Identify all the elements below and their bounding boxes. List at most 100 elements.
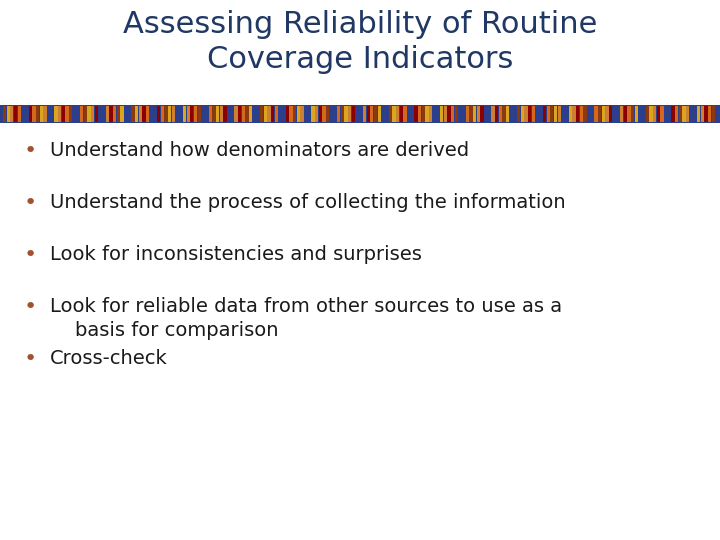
Bar <box>0 105 720 123</box>
Bar <box>94 106 98 122</box>
Bar <box>543 106 546 122</box>
Bar <box>209 106 212 122</box>
Bar <box>466 106 469 122</box>
Bar <box>17 106 21 122</box>
Bar <box>554 106 557 122</box>
Bar <box>143 106 145 122</box>
Bar <box>649 106 652 122</box>
Bar <box>66 106 68 122</box>
Bar <box>249 106 252 122</box>
Bar <box>697 106 701 122</box>
Bar <box>84 106 87 122</box>
Bar <box>569 106 572 122</box>
Bar <box>546 106 550 122</box>
Bar <box>657 106 660 122</box>
Bar <box>326 106 330 122</box>
Bar <box>212 106 215 122</box>
Bar <box>704 106 708 122</box>
Bar <box>3 106 6 122</box>
Bar <box>286 106 289 122</box>
Bar <box>454 106 458 122</box>
Bar <box>106 106 109 122</box>
Bar <box>14 106 17 122</box>
Bar <box>440 106 444 122</box>
Bar <box>120 106 124 122</box>
Bar <box>426 106 428 122</box>
Bar <box>602 106 605 122</box>
Bar <box>451 106 454 122</box>
Text: Cross-check: Cross-check <box>50 349 168 368</box>
Bar <box>43 106 47 122</box>
Bar <box>557 106 561 122</box>
Bar <box>447 106 451 122</box>
Bar <box>54 106 58 122</box>
Text: Look for reliable data from other sources to use as a
    basis for comparison: Look for reliable data from other source… <box>50 297 562 340</box>
Bar <box>580 106 583 122</box>
Bar <box>576 106 579 122</box>
Bar <box>550 106 554 122</box>
Bar <box>62 106 65 122</box>
Bar <box>503 106 505 122</box>
Bar <box>146 106 150 122</box>
Bar <box>32 106 35 122</box>
Bar <box>238 106 241 122</box>
Text: •: • <box>23 245 37 265</box>
Bar <box>594 106 598 122</box>
Bar <box>495 106 498 122</box>
Bar <box>429 106 432 122</box>
Bar <box>469 106 472 122</box>
Bar <box>348 106 351 122</box>
Bar <box>40 106 43 122</box>
Bar <box>679 106 682 122</box>
Bar <box>606 106 608 122</box>
Bar <box>400 106 403 122</box>
Bar <box>477 106 480 122</box>
Bar <box>216 106 219 122</box>
Bar <box>370 106 374 122</box>
Bar <box>524 106 528 122</box>
Bar <box>289 106 292 122</box>
Text: Assessing Reliability of Routine
Coverage Indicators: Assessing Reliability of Routine Coverag… <box>123 10 597 74</box>
Bar <box>631 106 634 122</box>
Text: Understand the process of collecting the information: Understand the process of collecting the… <box>50 193 566 212</box>
Bar <box>683 106 685 122</box>
Bar <box>418 106 421 122</box>
Bar <box>164 106 168 122</box>
Bar <box>69 106 72 122</box>
Text: Understand how denominators are derived: Understand how denominators are derived <box>50 141 469 160</box>
Bar <box>521 106 524 122</box>
Bar <box>414 106 418 122</box>
Bar <box>624 106 627 122</box>
Bar <box>190 106 194 122</box>
Bar <box>168 106 171 122</box>
Bar <box>708 106 711 122</box>
Bar <box>389 106 392 122</box>
Bar <box>264 106 267 122</box>
Bar <box>315 106 318 122</box>
Bar <box>675 106 678 122</box>
Bar <box>161 106 164 122</box>
Text: Look for inconsistencies and surprises: Look for inconsistencies and surprises <box>50 245 422 264</box>
Bar <box>528 106 531 122</box>
Bar <box>344 106 348 122</box>
Bar <box>337 106 341 122</box>
Text: •: • <box>23 349 37 369</box>
Bar <box>319 106 322 122</box>
Bar <box>117 106 120 122</box>
Bar <box>499 106 502 122</box>
Bar <box>634 106 638 122</box>
Bar <box>627 106 631 122</box>
Bar <box>480 106 484 122</box>
Bar <box>113 106 117 122</box>
Bar <box>242 106 245 122</box>
Bar <box>660 106 664 122</box>
Bar <box>473 106 477 122</box>
Bar <box>506 106 510 122</box>
Bar <box>583 106 587 122</box>
Bar <box>260 106 264 122</box>
Bar <box>234 106 238 122</box>
Bar <box>300 106 304 122</box>
Bar <box>297 106 300 122</box>
Bar <box>186 106 190 122</box>
Bar <box>194 106 197 122</box>
